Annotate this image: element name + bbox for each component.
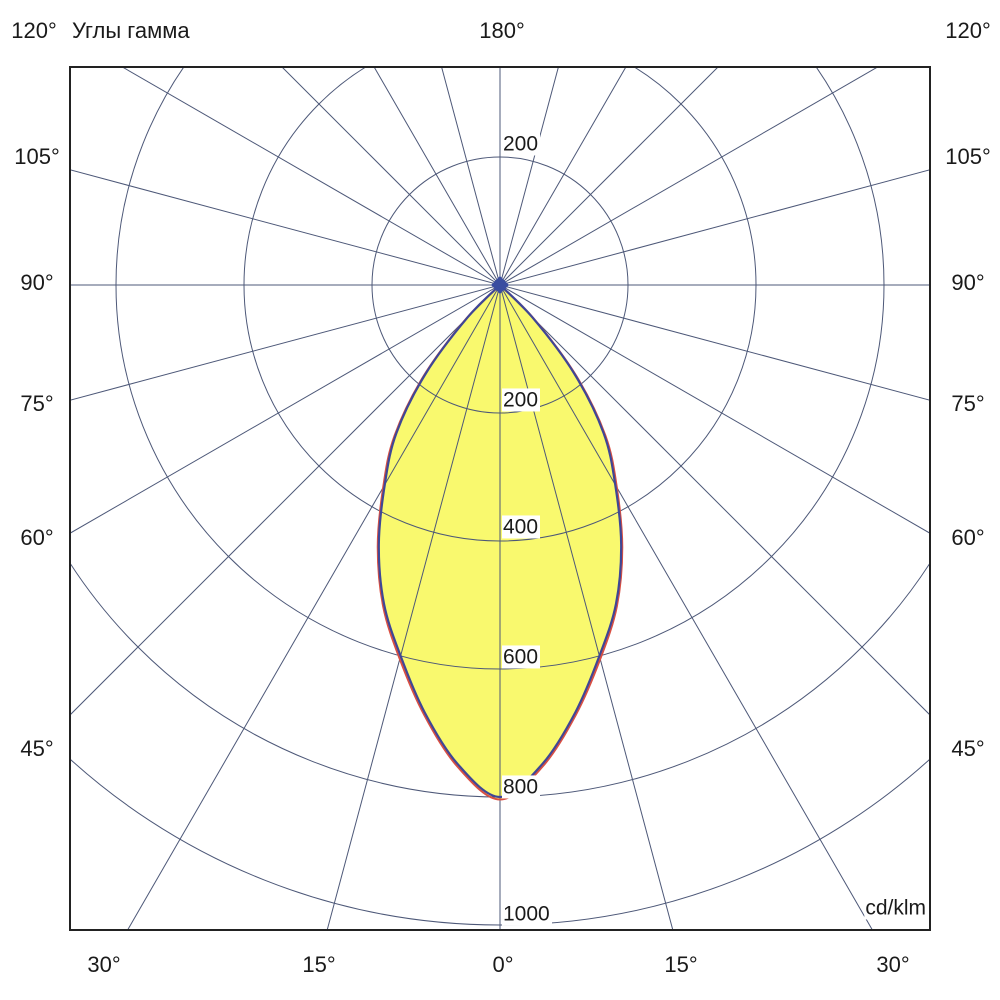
gamma-label-right-0: 105° bbox=[945, 144, 991, 169]
ring-value-label-3: 600 bbox=[502, 645, 541, 669]
pole-marker bbox=[491, 276, 509, 294]
gamma-label-right-1: 90° bbox=[951, 270, 985, 295]
gamma-label-right-3: 60° bbox=[951, 525, 985, 550]
gamma-label-top-center: 180° bbox=[479, 18, 525, 43]
gamma-label-left-3: 60° bbox=[20, 525, 54, 550]
ring-value-label-4: 800 bbox=[502, 775, 541, 799]
gamma-label-bottom-4: 30° bbox=[876, 952, 910, 977]
unit-label: cd/klm bbox=[864, 896, 927, 920]
gamma-label-bottom-3: 15° bbox=[664, 952, 698, 977]
gamma-label-bottom-1: 15° bbox=[302, 952, 336, 977]
gamma-label-top-right: 120° bbox=[945, 18, 991, 43]
curve-c90-c270 bbox=[377, 284, 623, 799]
plot-frame bbox=[69, 66, 931, 931]
gamma-label-top-left: 120° bbox=[11, 18, 57, 43]
ring-value-label-5: 1000 bbox=[502, 902, 552, 926]
chart-title: Углы гамма bbox=[72, 18, 190, 43]
ring-value-label-0: 200 bbox=[502, 132, 541, 156]
gamma-label-left-2: 75° bbox=[20, 391, 54, 416]
ring-value-label-1: 200 bbox=[502, 388, 541, 412]
gamma-label-left-1: 90° bbox=[20, 270, 54, 295]
ring-value-label-2: 400 bbox=[502, 515, 541, 539]
gamma-label-right-2: 75° bbox=[951, 391, 985, 416]
gamma-label-left-0: 105° bbox=[14, 144, 60, 169]
gamma-label-bottom-2: 0° bbox=[492, 952, 514, 977]
gamma-label-right-4: 45° bbox=[951, 736, 985, 761]
gamma-label-bottom-0: 30° bbox=[87, 952, 121, 977]
gamma-label-left-4: 45° bbox=[20, 736, 54, 761]
